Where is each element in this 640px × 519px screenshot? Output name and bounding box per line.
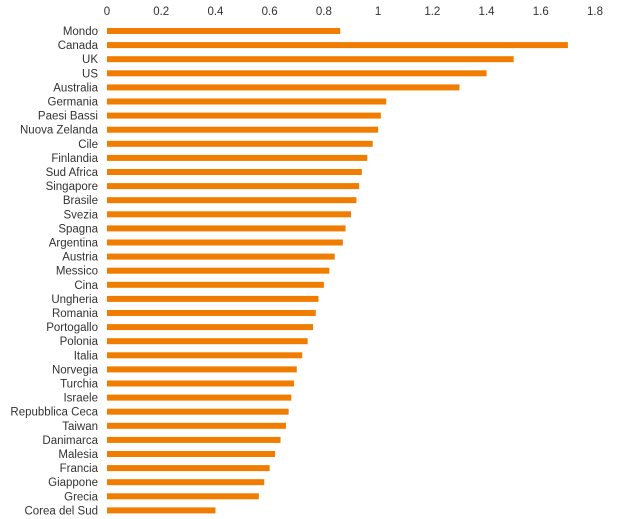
bar xyxy=(107,112,381,119)
bar xyxy=(107,183,360,190)
category-label: Danimarca xyxy=(42,435,98,447)
category-label: Singapore xyxy=(46,181,98,193)
x-tick-label: 0.8 xyxy=(316,6,332,18)
bar xyxy=(107,338,308,345)
bar xyxy=(107,239,343,246)
category-label: Romania xyxy=(52,308,99,320)
category-label: Portogallo xyxy=(46,322,98,334)
category-label: Giappone xyxy=(48,477,98,489)
category-label: Nuova Zelanda xyxy=(20,125,99,137)
bar xyxy=(107,451,276,457)
bar xyxy=(107,295,319,302)
category-label: Israele xyxy=(63,393,98,405)
category-label: Malesia xyxy=(58,449,98,461)
bar xyxy=(107,366,297,373)
bar xyxy=(107,394,292,401)
bar xyxy=(107,507,216,514)
bar xyxy=(107,267,330,274)
bar xyxy=(107,225,346,232)
category-labels: Mondo Canada UK US Australia Germania Paesi Ba… xyxy=(10,26,98,517)
bar xyxy=(107,197,357,204)
x-tick-label: 1.2 xyxy=(424,6,440,18)
category-label: Canada xyxy=(58,40,99,52)
bar xyxy=(107,380,295,387)
category-label: Austria xyxy=(62,252,98,264)
bar xyxy=(107,465,270,472)
bar xyxy=(107,84,460,91)
category-label: Argentina xyxy=(49,238,99,250)
bar xyxy=(107,352,303,359)
bar xyxy=(107,140,373,147)
category-label: Spagna xyxy=(58,223,98,235)
bar xyxy=(107,56,514,63)
category-label: Mondo xyxy=(63,26,98,38)
bar xyxy=(107,324,314,331)
bar xyxy=(107,154,368,161)
bar xyxy=(107,28,341,34)
category-label: Grecia xyxy=(64,491,98,503)
bars xyxy=(107,28,568,514)
category-label: Repubblica Ceca xyxy=(10,407,98,419)
bar xyxy=(107,169,362,175)
bar xyxy=(107,253,335,260)
category-label: Finlandia xyxy=(51,153,98,165)
x-tick-label: 0.4 xyxy=(207,6,224,18)
category-label: Corea del Sud xyxy=(24,505,98,517)
category-label: Turchia xyxy=(60,379,99,391)
bar xyxy=(107,281,324,288)
category-label: Italia xyxy=(74,350,99,362)
category-label: Ungheria xyxy=(51,294,98,306)
category-label: US xyxy=(82,68,98,80)
x-tick-label: 1 xyxy=(375,6,381,18)
category-label: UK xyxy=(82,54,98,66)
category-label: Taiwan xyxy=(62,421,98,433)
bar xyxy=(107,422,286,429)
bar xyxy=(107,408,289,415)
bar xyxy=(107,42,568,49)
category-label: Polonia xyxy=(60,336,99,348)
category-label: Paesi Bassi xyxy=(38,111,98,123)
x-tick-label: 0.2 xyxy=(153,6,169,18)
bar xyxy=(107,310,316,316)
category-label: Brasile xyxy=(63,195,98,207)
x-tick-label: 1.6 xyxy=(533,6,549,18)
bar xyxy=(107,479,265,486)
x-tick-label: 1.8 xyxy=(587,6,603,18)
x-tick-label: 0 xyxy=(104,6,110,18)
x-tick-label: 0.6 xyxy=(262,6,278,18)
x-axis-ticks: 0 0.2 0.4 0.6 0.8 1 1.2 1.4 1.6 1.8 xyxy=(104,6,603,18)
category-label: Messico xyxy=(56,266,98,278)
category-label: Cina xyxy=(74,280,98,292)
category-label: Australia xyxy=(53,82,98,94)
bar xyxy=(107,436,281,443)
bar xyxy=(107,126,379,133)
category-label: Svezia xyxy=(63,209,98,221)
bar xyxy=(107,98,387,105)
category-label: Francia xyxy=(60,463,99,475)
x-tick-label: 1.4 xyxy=(479,6,496,18)
bar xyxy=(107,70,487,77)
category-label: Sud Africa xyxy=(46,167,99,179)
bar xyxy=(107,211,351,218)
category-label: Cile xyxy=(78,139,98,151)
category-label: Norvegia xyxy=(52,364,99,376)
bar xyxy=(107,493,259,500)
category-label: Germania xyxy=(48,97,99,109)
